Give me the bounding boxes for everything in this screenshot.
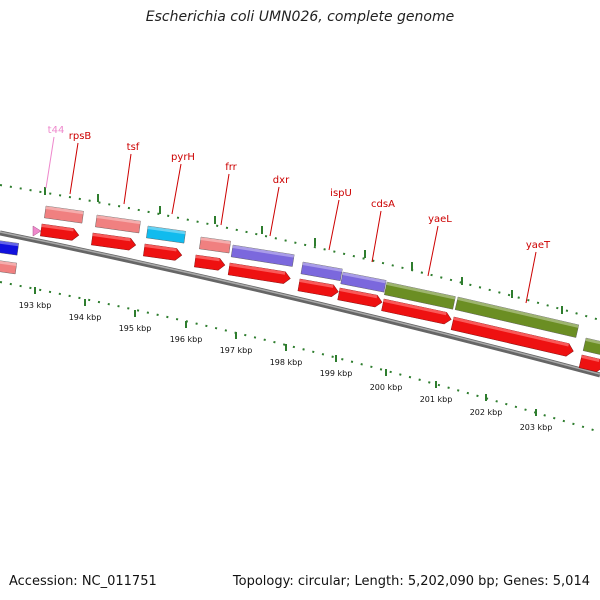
cds-frr <box>194 254 226 271</box>
leader-line <box>45 136 55 189</box>
gene-label-yaeL: yaeL <box>428 214 452 225</box>
kbp-label: 196 kbp <box>170 335 203 344</box>
cds-rpsB <box>40 223 80 241</box>
feature-rpsB <box>44 205 84 224</box>
cds-tsf <box>91 232 137 251</box>
gene-label-t44: t44 <box>48 125 65 136</box>
leader-line <box>123 153 132 205</box>
map-title: Escherichia coli UMN026, complete genome <box>145 9 455 25</box>
topology-text: Topology: circular; Length: 5,202,090 bp… <box>232 574 590 589</box>
feature-tsf <box>95 214 141 234</box>
feature-t44 <box>32 225 42 237</box>
feature-ispU <box>300 261 343 281</box>
feature-blue <box>0 239 19 256</box>
gene-label-frr: frr <box>225 162 237 173</box>
feature-yaeT <box>454 296 580 338</box>
cds-ispU <box>297 278 339 297</box>
gene-label-tsf: tsf <box>127 142 140 153</box>
accession-text: Accession: NC_011751 <box>9 574 157 589</box>
feature-track <box>0 205 600 372</box>
kbp-label: 202 kbp <box>470 408 503 417</box>
feature-cdsA <box>340 271 387 293</box>
kbp-label: 197 kbp <box>220 346 253 355</box>
feature-yaeL <box>384 281 456 310</box>
label-leaders <box>45 136 537 304</box>
leader-line <box>525 251 537 304</box>
cds-dxr <box>227 262 291 284</box>
kbp-ticks <box>34 287 537 416</box>
leader-line <box>427 225 439 277</box>
feature-frr <box>199 236 231 254</box>
gene-label-pyrH: pyrH <box>171 152 195 163</box>
cds-pyrH <box>143 243 183 261</box>
kbp-label: 203 kbp <box>520 423 553 432</box>
cds-yaeT <box>450 316 574 357</box>
kbp-label: 200 kbp <box>370 383 403 392</box>
feature-dxr <box>230 244 295 267</box>
kbp-label: 193 kbp <box>19 301 52 310</box>
kbp-labels: 193 kbp 194 kbp 195 kbp 196 kbp 197 kbp 198 k… <box>19 301 553 432</box>
genome-backbone <box>0 230 600 378</box>
kbp-label: 201 kbp <box>420 395 453 404</box>
leader-line <box>69 142 79 195</box>
kbp-label: 194 kbp <box>69 313 102 322</box>
cds-yaeL <box>381 298 452 325</box>
cds-edge-right <box>578 354 600 372</box>
gene-label-rpsB: rpsB <box>69 131 92 142</box>
gene-label-ispU: ispU <box>330 188 352 199</box>
leader-line <box>328 199 340 251</box>
kbp-label: 199 kbp <box>320 369 353 378</box>
cds-cdsA <box>337 287 383 308</box>
gene-label-yaeT: yaeT <box>526 240 551 251</box>
inner-dotted-scale <box>0 281 600 433</box>
gene-labels: t44 rpsB tsf pyrH frr dxr ispU cdsA yaeL yaeT <box>48 125 551 251</box>
genome-backbone-highlight <box>0 231 600 375</box>
kbp-label: 195 kbp <box>119 324 152 333</box>
outer-ticks <box>44 187 563 314</box>
leader-line <box>171 163 182 215</box>
leader-line <box>269 186 280 237</box>
gene-label-cdsA: cdsA <box>371 199 395 210</box>
leader-line <box>220 173 230 226</box>
leader-line <box>371 210 382 263</box>
gene-label-dxr: dxr <box>273 175 290 186</box>
feature-edge <box>582 337 600 356</box>
feature-pyrH <box>146 225 186 244</box>
cds-edge <box>0 259 18 275</box>
kbp-label: 198 kbp <box>270 358 303 367</box>
